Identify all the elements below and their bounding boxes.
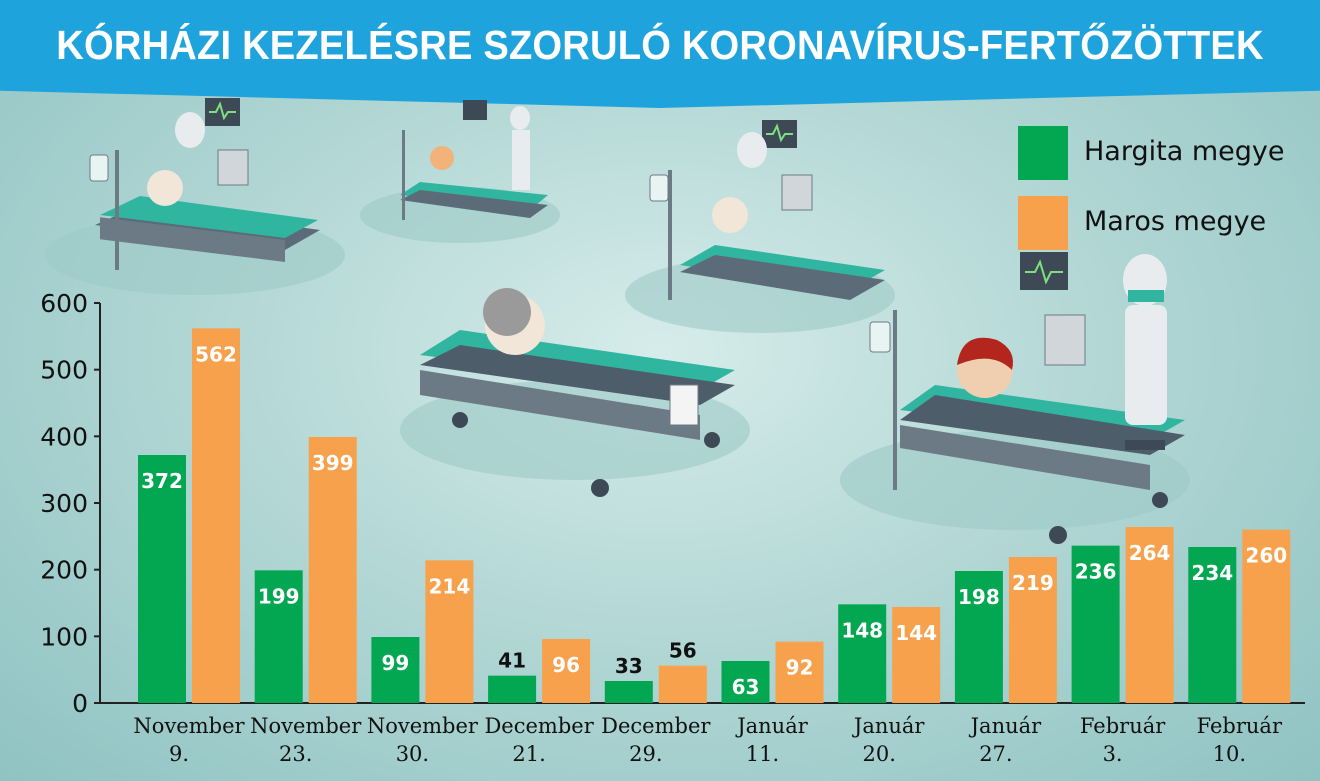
data-label: 199 bbox=[258, 584, 300, 608]
hospital-bed-icon bbox=[400, 288, 750, 497]
data-label: 198 bbox=[958, 585, 1000, 609]
x-tick-label: 9. bbox=[169, 742, 189, 766]
x-tick-label: 29. bbox=[629, 742, 662, 766]
data-label: 219 bbox=[1012, 571, 1054, 595]
bar-hargita bbox=[1071, 545, 1120, 703]
legend-label-hargita: Hargita megye bbox=[1084, 136, 1285, 167]
x-tick-label: 30. bbox=[396, 742, 429, 766]
hospital-bed-icon bbox=[360, 100, 560, 243]
bar-hargita bbox=[721, 661, 770, 703]
x-tick-label: 27. bbox=[979, 742, 1012, 766]
x-tick-label: 23. bbox=[279, 742, 312, 766]
bar-hargita bbox=[604, 681, 653, 703]
bar-hargita bbox=[138, 455, 186, 703]
data-label: 562 bbox=[195, 342, 237, 366]
bar-maros bbox=[892, 607, 941, 703]
x-tick-label: 21. bbox=[512, 742, 545, 766]
bar-maros bbox=[1125, 527, 1174, 703]
x-tick-label: 11. bbox=[746, 742, 779, 766]
legend-label-maros: Maros megye bbox=[1084, 206, 1267, 237]
data-label: 214 bbox=[429, 574, 471, 598]
y-tick-label: 200 bbox=[40, 556, 88, 585]
bar-maros bbox=[192, 328, 240, 703]
bar-hargita bbox=[371, 637, 420, 703]
hospital-bed-icon bbox=[625, 120, 895, 333]
x-tick-label: Január bbox=[852, 714, 926, 738]
bar-maros bbox=[1242, 529, 1291, 703]
x-tick-label: Február bbox=[1080, 714, 1166, 738]
chart-title: KÓRHÁZI KEZELÉSRE SZORULÓ KORONAVÍRUS-FE… bbox=[56, 22, 1264, 68]
data-label: 264 bbox=[1129, 541, 1171, 565]
data-label: 33 bbox=[615, 654, 643, 678]
data-label: 41 bbox=[498, 649, 526, 673]
bar-hargita bbox=[254, 570, 303, 703]
x-axis-labels: November 9. November 23. November 30. December… bbox=[133, 714, 1283, 766]
y-tick-label: 400 bbox=[40, 422, 88, 451]
bar-maros bbox=[542, 639, 591, 703]
bar-hargita bbox=[838, 604, 887, 703]
bar-maros bbox=[425, 560, 474, 703]
y-tick-label: 300 bbox=[40, 489, 88, 518]
legend-swatch-hargita bbox=[1018, 126, 1068, 180]
x-tick-label: 3. bbox=[1103, 742, 1123, 766]
x-tick-label: December bbox=[601, 714, 711, 738]
legend-swatch-maros bbox=[1018, 196, 1068, 250]
x-tick-label: November bbox=[367, 714, 479, 738]
x-tick-label: 20. bbox=[862, 742, 895, 766]
bar-series: 372 562 199 399 99 214 41 96 33 56 63 92 148 144 198 21… bbox=[138, 328, 1291, 703]
data-label: 148 bbox=[841, 618, 883, 642]
data-label: 63 bbox=[732, 675, 760, 699]
legend-item-maros: Maros megye bbox=[1018, 196, 1318, 250]
data-label: 96 bbox=[552, 653, 580, 677]
data-label: 144 bbox=[895, 621, 937, 645]
legend-item-hargita: Hargita megye bbox=[1018, 126, 1318, 180]
bar-hargita bbox=[1188, 547, 1237, 703]
data-label: 99 bbox=[381, 651, 409, 675]
data-label: 236 bbox=[1075, 560, 1117, 584]
data-label: 234 bbox=[1191, 561, 1233, 585]
y-tick-label: 500 bbox=[40, 356, 88, 385]
data-label: 92 bbox=[786, 656, 814, 680]
bar-maros bbox=[308, 437, 357, 703]
y-axis-ticks: 0 100 200 300 400 500 600 bbox=[40, 289, 100, 718]
y-tick-label: 0 bbox=[72, 689, 88, 718]
bar-maros bbox=[775, 641, 824, 703]
x-tick-label: 10. bbox=[1213, 742, 1246, 766]
data-label: 372 bbox=[141, 469, 183, 493]
x-tick-label: Január bbox=[969, 714, 1043, 738]
x-tick-label: November bbox=[133, 714, 245, 738]
hospital-bed-icon bbox=[840, 252, 1190, 544]
data-label: 260 bbox=[1245, 544, 1287, 568]
bar-hargita bbox=[488, 675, 537, 703]
x-tick-label: Február bbox=[1197, 714, 1283, 738]
y-tick-label: 600 bbox=[40, 289, 88, 318]
bar-hargita bbox=[954, 571, 1003, 703]
hospital-bed-icon bbox=[45, 98, 345, 295]
title-banner bbox=[0, 0, 1320, 108]
x-tick-label: November bbox=[250, 714, 362, 738]
x-tick-label: December bbox=[484, 714, 594, 738]
y-tick-label: 100 bbox=[40, 622, 88, 651]
bar-maros bbox=[1008, 557, 1057, 703]
bar-maros bbox=[658, 665, 707, 703]
data-label: 56 bbox=[669, 639, 697, 663]
data-label: 399 bbox=[312, 451, 354, 475]
x-tick-label: Január bbox=[735, 714, 809, 738]
